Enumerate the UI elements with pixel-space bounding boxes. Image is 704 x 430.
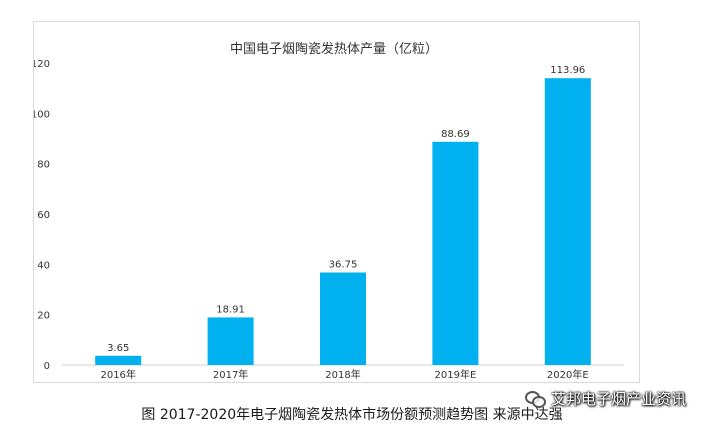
bar bbox=[544, 78, 591, 365]
chart-frame: 中国电子烟陶瓷发热体产量（亿粒） 0 20 40 60 80 100 120 2016年 20… bbox=[33, 21, 640, 383]
x-axis: 2016年 2017年 2018年 2019年E 2020年E bbox=[62, 364, 624, 381]
y-tick-label: 40 bbox=[37, 260, 50, 271]
bar bbox=[207, 317, 254, 365]
bar bbox=[95, 355, 142, 365]
bar-labels: 3.65 18.91 36.75 88.69 113.96 bbox=[107, 65, 585, 354]
wechat-icon bbox=[524, 390, 546, 408]
y-tick-label: 120 bbox=[34, 59, 50, 70]
bar-data-label: 3.65 bbox=[107, 343, 129, 354]
x-tick-label: 2018年 bbox=[325, 368, 360, 381]
bar bbox=[432, 141, 479, 365]
chart-title: 中国电子烟陶瓷发热体产量（亿粒） bbox=[230, 41, 438, 57]
bars bbox=[95, 78, 591, 365]
bar-data-label: 113.96 bbox=[550, 65, 585, 76]
figure-caption: 图 2017-2020年电子烟陶瓷发热体市场份额预测趋势图 来源中达强 bbox=[141, 407, 563, 423]
bar bbox=[320, 272, 366, 365]
y-tick-label: 80 bbox=[37, 160, 50, 171]
x-tick-label: 2017年 bbox=[213, 368, 248, 381]
x-tick-label: 2020年E bbox=[547, 368, 589, 381]
watermark-text: 艾邦电子烟产业资讯 bbox=[550, 390, 686, 408]
bar-data-label: 18.91 bbox=[216, 304, 245, 315]
y-tick-label: 20 bbox=[37, 311, 50, 322]
y-tick-label: 0 bbox=[44, 361, 50, 372]
y-tick-label: 100 bbox=[34, 109, 50, 120]
bar-data-label: 36.75 bbox=[329, 260, 358, 271]
watermark: 艾邦电子烟产业资讯 bbox=[524, 388, 686, 409]
bar-data-label: 88.69 bbox=[441, 129, 470, 140]
y-tick-label: 60 bbox=[37, 210, 50, 221]
x-tick-label: 2016年 bbox=[100, 368, 135, 381]
y-axis: 0 20 40 60 80 100 120 bbox=[34, 59, 50, 372]
x-tick-label: 2019年E bbox=[435, 368, 477, 381]
